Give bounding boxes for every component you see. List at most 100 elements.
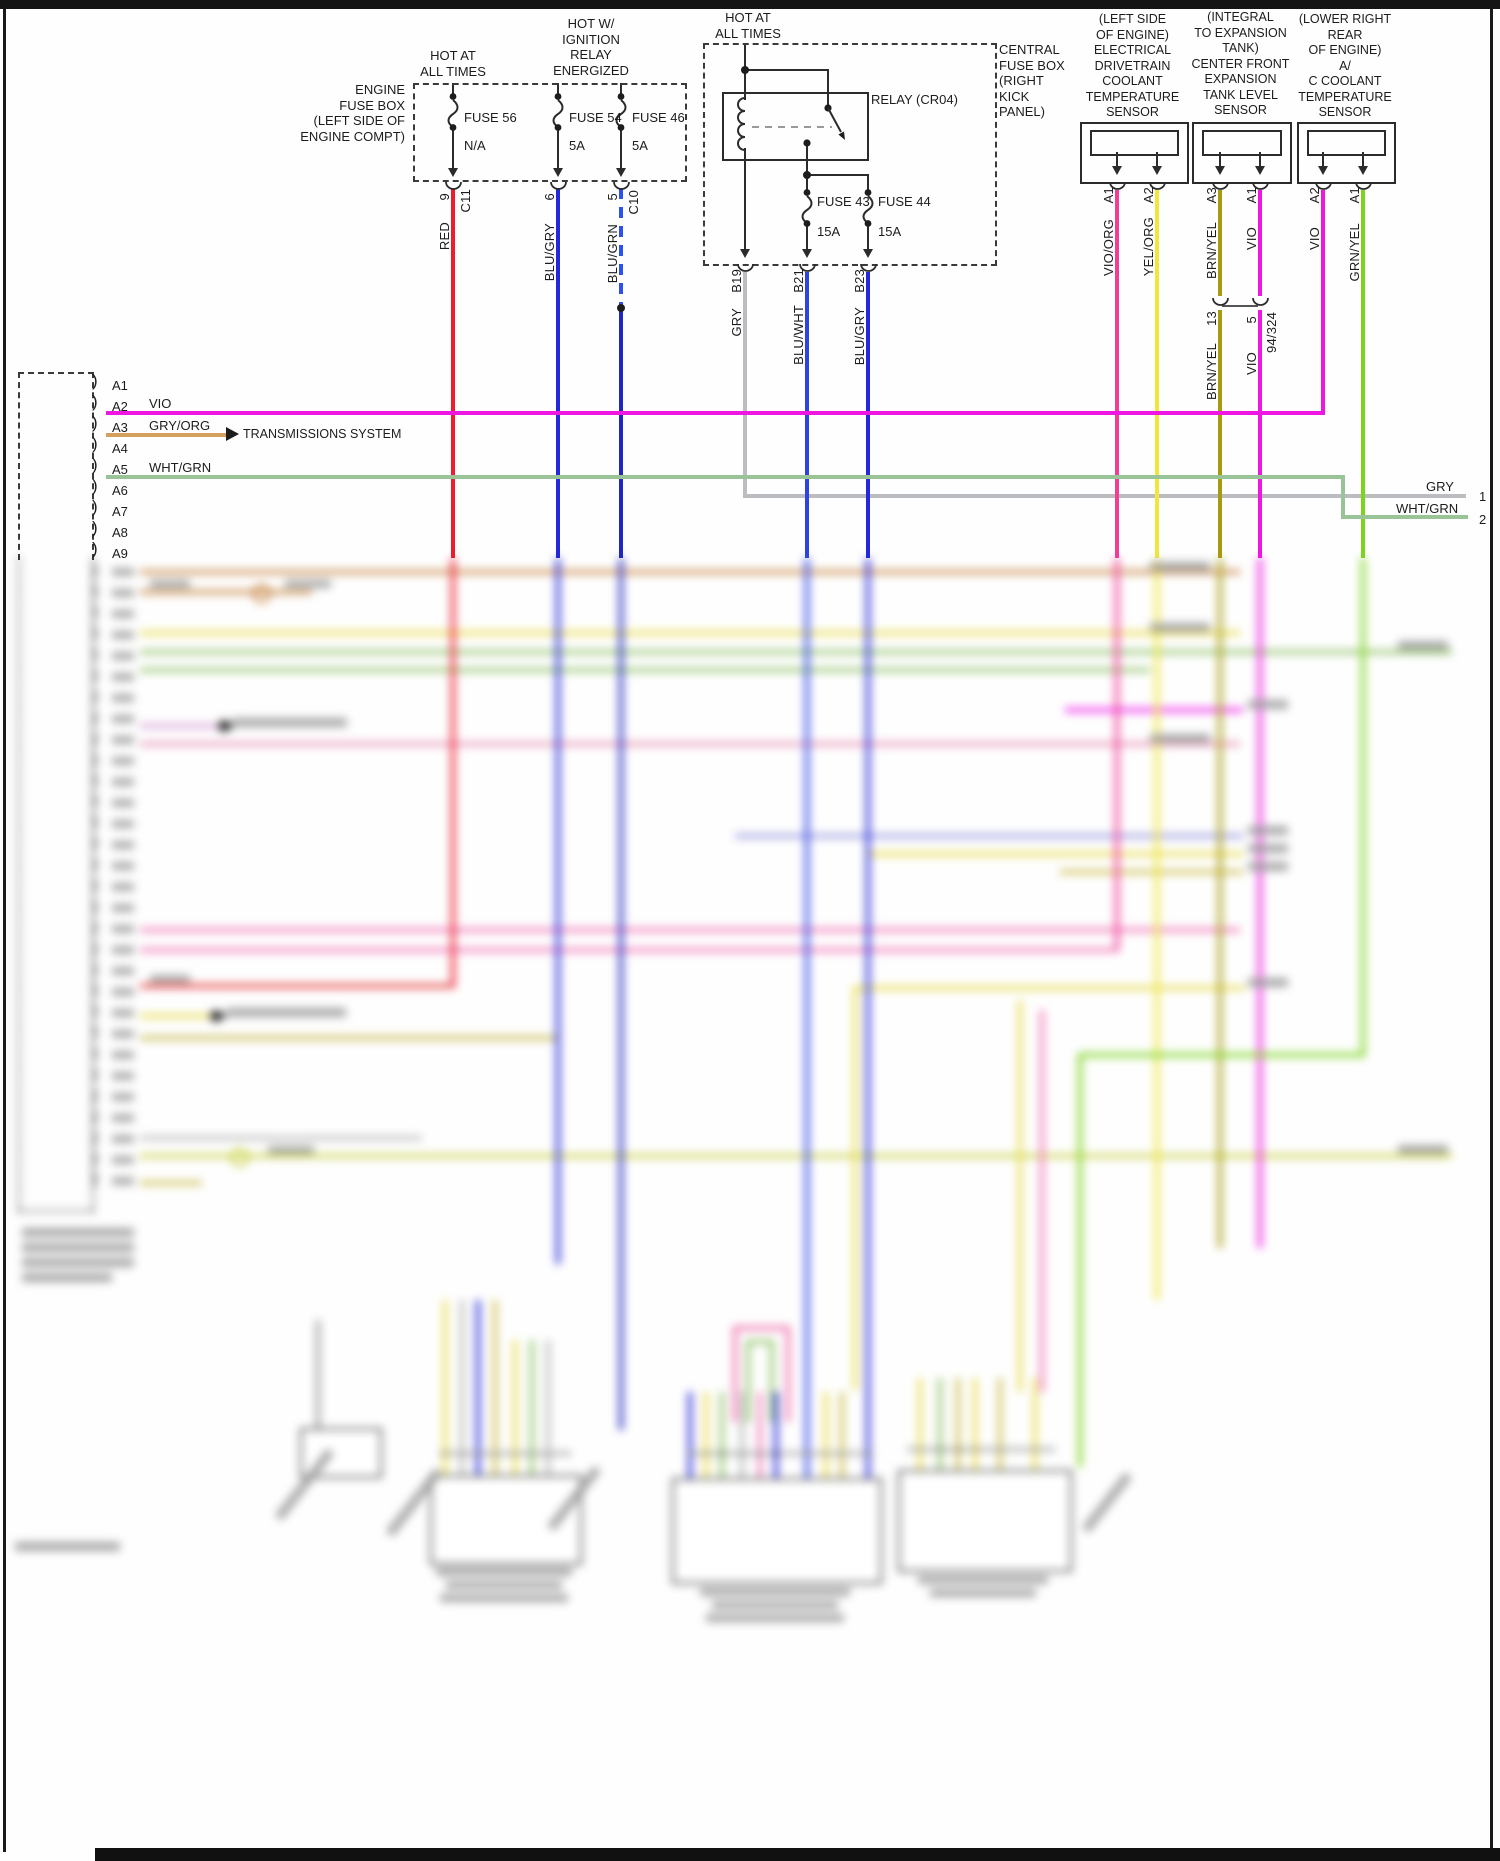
wire xyxy=(918,1378,922,1470)
label: 5A xyxy=(569,138,585,153)
rotated-label: VIO xyxy=(1244,352,1259,375)
ecm-pin-socket: ) xyxy=(92,1085,98,1104)
label: A8 xyxy=(112,525,128,540)
sensor2-box xyxy=(1192,122,1292,184)
wire xyxy=(140,1136,422,1140)
wire xyxy=(1219,152,1221,167)
blurred-text-blob xyxy=(150,580,190,588)
sensor1-title: (LEFT SIDE OF ENGINE) ELECTRICAL DRIVETR… xyxy=(1085,12,1180,119)
wire xyxy=(688,1392,692,1478)
wire xyxy=(867,176,869,190)
wire xyxy=(1018,1000,1022,1392)
rotated-label: A1 xyxy=(1244,186,1259,203)
label: FUSE 46 xyxy=(632,110,685,125)
ecm-pin-socket: ) xyxy=(92,1106,98,1125)
label: ) xyxy=(92,434,98,453)
rotated-label: 9 xyxy=(437,192,452,200)
hot-at-all-times-1: HOT AT ALL TIMES xyxy=(420,48,486,79)
wire xyxy=(770,1340,774,1422)
wire xyxy=(452,129,454,169)
wire xyxy=(740,1392,744,1478)
sensor1-element xyxy=(1090,130,1179,156)
wire xyxy=(824,1392,828,1478)
ecm-pin-socket: ) xyxy=(92,686,98,705)
label: FUSE 56 xyxy=(464,110,517,125)
blurred-text-blob xyxy=(226,1008,346,1017)
wire xyxy=(733,1326,737,1422)
box xyxy=(688,1452,872,1455)
wire xyxy=(840,1392,844,1478)
right-pin-1: 1 xyxy=(1479,489,1487,504)
blurred-text-blob xyxy=(918,1576,1048,1584)
rotated-label: 13 xyxy=(1204,311,1219,326)
frame-right xyxy=(1490,9,1493,1852)
label: FUSE 43 xyxy=(817,194,870,209)
wire xyxy=(1361,558,1365,1057)
ecm-pin-socket: ) xyxy=(92,644,98,663)
wire xyxy=(973,1378,977,1470)
ecm-pin-socket: ) xyxy=(92,1064,98,1083)
blu-gry-wire-b23 xyxy=(866,272,870,558)
ecm-pin-socket: ) xyxy=(92,854,98,873)
wire xyxy=(1259,152,1261,167)
blurred-pin-label xyxy=(112,1030,134,1038)
ecm-pin-socket: ) xyxy=(92,623,98,642)
grn-yel-wire xyxy=(1361,190,1365,558)
wire xyxy=(140,590,312,594)
blurred-text-blob xyxy=(1398,1145,1448,1154)
label: FUSE 44 xyxy=(878,194,931,209)
relay-label: RELAY (CR04) xyxy=(871,92,958,107)
blurred-text-blob xyxy=(1248,826,1288,835)
rotated-label: A1 xyxy=(1347,186,1362,203)
wire xyxy=(1078,1053,1082,1467)
ecm-connector-box xyxy=(18,372,94,560)
wire xyxy=(938,1378,942,1470)
wire xyxy=(140,724,218,728)
vio-org-wire xyxy=(1115,190,1119,558)
label: 5A xyxy=(632,138,648,153)
wire xyxy=(827,70,829,108)
wire xyxy=(1341,475,1345,519)
blurred-pin-label xyxy=(112,1114,134,1122)
label: A4 xyxy=(112,441,128,456)
ecm-pin-socket: ) xyxy=(92,1043,98,1062)
arrowhead xyxy=(615,168,626,177)
rotated-label: VIO xyxy=(1307,227,1322,250)
wire xyxy=(786,1326,790,1422)
wire xyxy=(1258,310,1262,558)
ecm-pin-socket: ) xyxy=(92,1127,98,1146)
blu-grn-solid-wire xyxy=(619,308,623,558)
blurred-pin-label xyxy=(112,1177,134,1185)
blurred-text-blob xyxy=(930,1589,1036,1597)
wire xyxy=(744,69,829,71)
label: A7 xyxy=(112,504,128,519)
ecm-pin-socket: ) xyxy=(92,560,98,579)
rotated-label: BRN/YEL xyxy=(1204,342,1219,400)
gry-org-row-a3 xyxy=(106,433,230,437)
blurred-pin-label xyxy=(112,673,134,681)
blurred-text-blob xyxy=(1248,700,1288,709)
blu-gry-wire xyxy=(556,188,560,558)
label: ) xyxy=(92,455,98,474)
frame-bottom xyxy=(95,1848,1500,1861)
blurred-pin-label xyxy=(112,883,134,891)
junction-dot xyxy=(741,66,749,74)
wire xyxy=(140,1181,202,1185)
frame-left xyxy=(3,9,6,1852)
blurred-pin-label xyxy=(112,988,134,996)
rotated-label: VIO xyxy=(1244,227,1259,250)
rotated-label: VIO/ORG xyxy=(1101,218,1116,276)
wire xyxy=(140,984,455,988)
wire xyxy=(140,668,1150,672)
arrowhead xyxy=(1254,166,1265,175)
wire xyxy=(1156,152,1158,167)
arrowhead xyxy=(552,168,563,177)
rotated-label: 94/324 xyxy=(1264,312,1279,353)
rotated-label: BLU/GRN xyxy=(605,223,620,283)
wire xyxy=(998,1378,1002,1470)
wire xyxy=(1065,708,1243,712)
wire xyxy=(704,1392,708,1478)
label: 15A xyxy=(878,224,902,239)
blurred-text-blob xyxy=(436,1568,572,1576)
blurred-text-blob xyxy=(1150,623,1210,632)
